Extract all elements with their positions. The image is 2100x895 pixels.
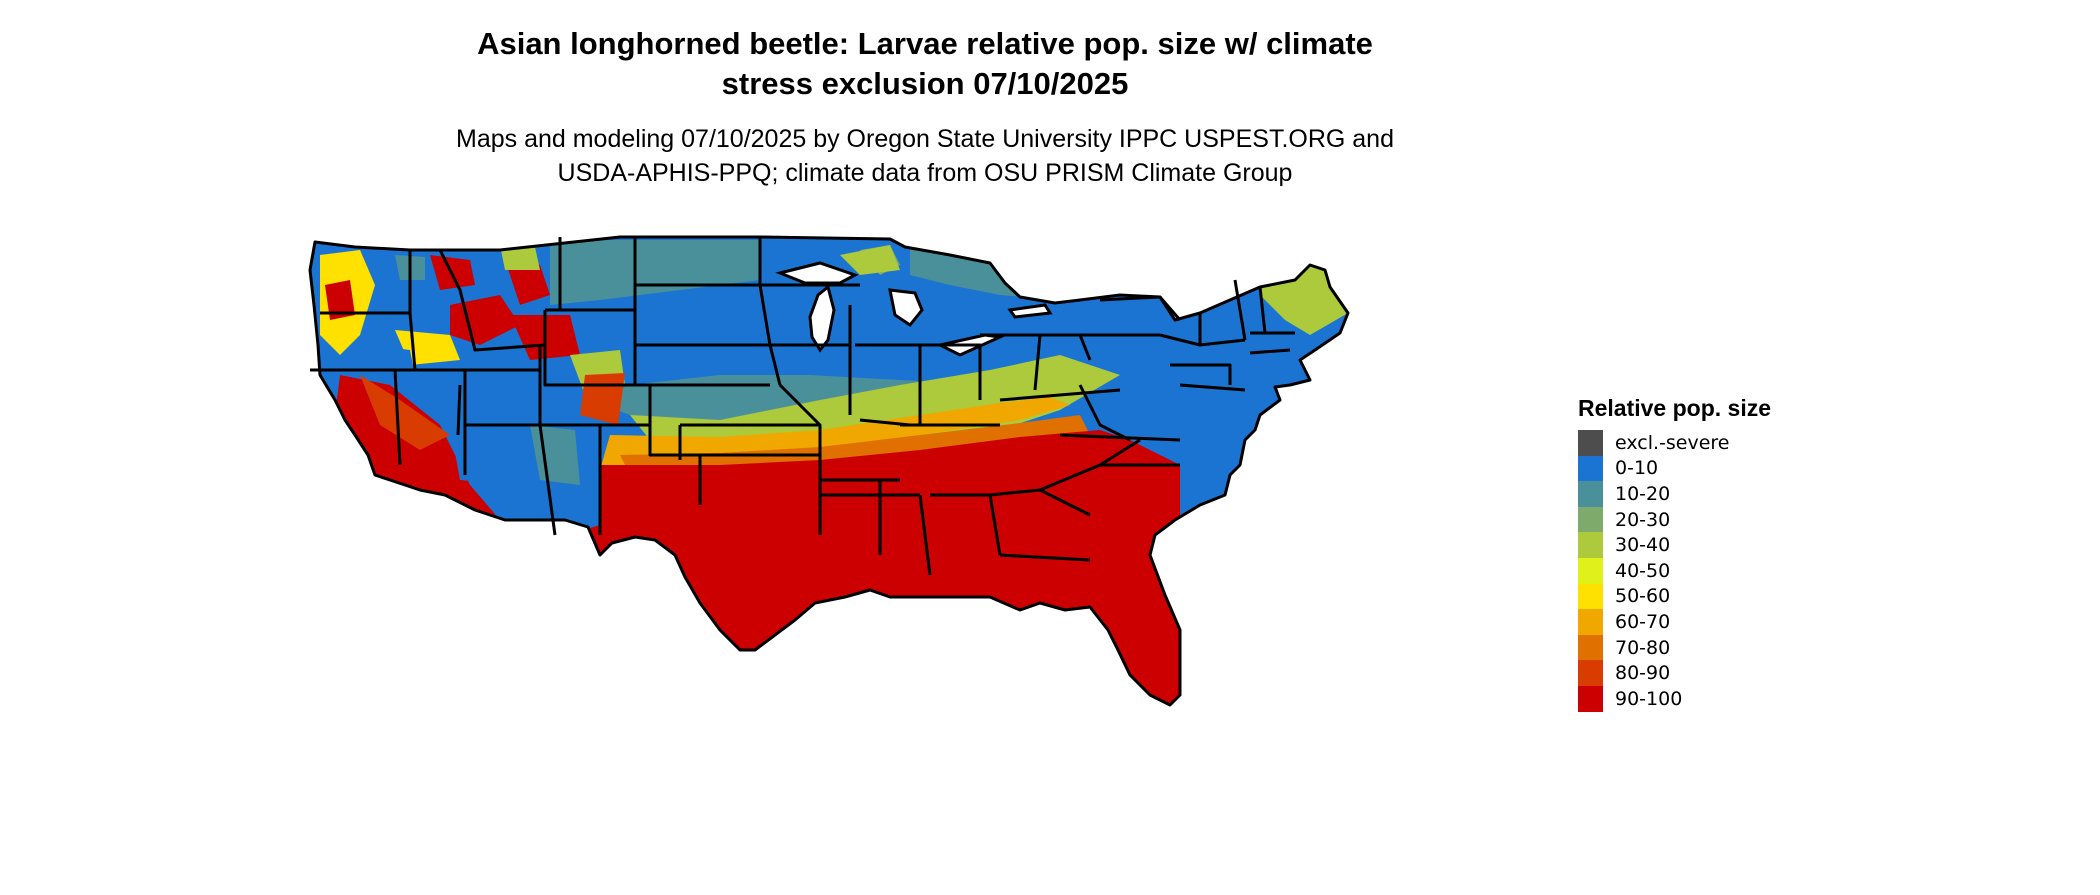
header: Asian longhorned beetle: Larvae relative… xyxy=(330,24,1520,190)
legend-item: 10-20 xyxy=(1578,481,1858,507)
legend-item: 20-30 xyxy=(1578,506,1858,533)
legend-item: excl.-severe xyxy=(1578,430,1858,456)
legend-swatch xyxy=(1578,430,1603,456)
legend-swatch xyxy=(1578,455,1603,482)
legend-item: 70-80 xyxy=(1578,634,1858,661)
legend-item: 50-60 xyxy=(1578,583,1858,610)
legend-label: 90-100 xyxy=(1615,687,1683,710)
legend-swatch xyxy=(1578,685,1603,712)
legend-item: 90-100 xyxy=(1578,685,1858,712)
legend-label: 70-80 xyxy=(1615,636,1671,659)
map-subtitle-line-1: Maps and modeling 07/10/2025 by Oregon S… xyxy=(456,125,1394,153)
map-raster xyxy=(310,237,1348,705)
us-map-canvas xyxy=(308,235,1350,707)
legend-label: 10-20 xyxy=(1615,482,1671,505)
legend-swatch xyxy=(1578,609,1603,635)
us-map xyxy=(300,225,1560,895)
map-legend: Relative pop. size excl.-severe 0-10 10-… xyxy=(1578,394,1858,712)
legend-swatch xyxy=(1578,532,1603,558)
legend-swatch xyxy=(1578,481,1603,507)
legend-item: 60-70 xyxy=(1578,609,1858,635)
map-title-line-1: Asian longhorned beetle: Larvae relative… xyxy=(477,26,1373,61)
map-subtitle: Maps and modeling 07/10/2025 by Oregon S… xyxy=(330,122,1520,190)
legend-swatch xyxy=(1578,660,1603,686)
legend-label: 20-30 xyxy=(1615,508,1671,531)
legend-title: Relative pop. size xyxy=(1578,395,1772,421)
legend-item: 0-10 xyxy=(1578,455,1858,482)
map-title-line-2: stress exclusion 07/10/2025 xyxy=(721,66,1129,101)
legend-swatch xyxy=(1578,557,1603,584)
legend-item: 30-40 xyxy=(1578,532,1858,558)
legend-item: 40-50 xyxy=(1578,557,1858,584)
map-title: Asian longhorned beetle: Larvae relative… xyxy=(330,24,1520,104)
legend-swatch xyxy=(1578,506,1603,533)
state-boundaries xyxy=(308,235,1350,707)
legend-item: 80-90 xyxy=(1578,660,1858,686)
legend-label: 30-40 xyxy=(1615,534,1671,557)
legend-label: 0-10 xyxy=(1615,457,1659,480)
legend-label: 60-70 xyxy=(1615,610,1671,633)
legend-label: 40-50 xyxy=(1615,559,1671,582)
legend-label: excl.-severe xyxy=(1615,431,1730,454)
map-subtitle-line-2: USDA-APHIS-PPQ; climate data from OSU PR… xyxy=(557,159,1293,187)
legend-label: 80-90 xyxy=(1615,662,1671,685)
great-lakes xyxy=(775,261,1053,357)
legend-swatch xyxy=(1578,634,1603,661)
legend-label: 50-60 xyxy=(1615,585,1671,608)
legend-swatch xyxy=(1578,583,1603,610)
